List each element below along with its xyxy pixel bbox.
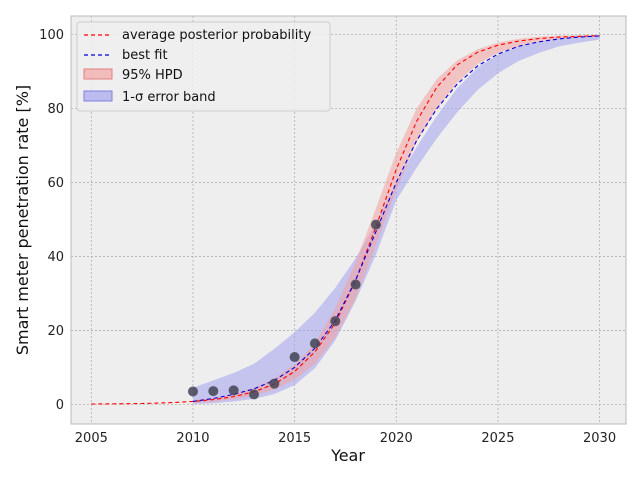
x-tick-label: 2015 <box>278 431 311 446</box>
x-tick-label: 2020 <box>380 431 413 446</box>
y-tick-label: 80 <box>47 102 64 117</box>
data-point <box>330 316 341 327</box>
y-tick-label: 0 <box>56 398 64 413</box>
lines <box>91 35 600 405</box>
data-point <box>269 378 280 389</box>
legend-box <box>76 21 331 112</box>
average-posterior-line <box>91 35 600 405</box>
data-point <box>370 219 381 230</box>
y-tick-label: 60 <box>47 176 64 191</box>
legend-label-avg: average posterior probability <box>122 28 311 43</box>
x-tick-label: 2005 <box>75 431 108 446</box>
x-tick-label: 2025 <box>481 431 514 446</box>
data-point <box>228 385 239 396</box>
data-point <box>208 386 219 397</box>
data-points <box>187 219 381 400</box>
data-point <box>309 338 320 349</box>
y-tick-label: 20 <box>47 324 64 339</box>
x-axis-label: Year <box>330 446 365 465</box>
y-tick-label: 40 <box>47 250 64 265</box>
legend-swatch-hpd <box>83 68 113 80</box>
legend-label-best-fit: best fit <box>122 48 168 63</box>
data-point <box>350 279 361 290</box>
ticks: 2005 2010 2015 2020 2025 2030 0 20 40 60 80 100 <box>39 28 616 446</box>
data-point <box>248 389 259 400</box>
data-point <box>289 352 300 363</box>
legend-label-hpd: 95% HPD <box>122 68 183 83</box>
x-tick-label: 2030 <box>583 431 616 446</box>
y-tick-label: 100 <box>39 28 64 43</box>
plot-frame <box>70 15 627 425</box>
x-tick-label: 2010 <box>176 431 209 446</box>
y-axis-label: Smart meter penetration rate [%] <box>13 85 32 355</box>
data-point <box>187 386 198 397</box>
legend: average posterior probability best fit 9… <box>76 21 331 112</box>
legend-label-sigma: 1-σ error band <box>122 90 216 105</box>
legend-swatch-sigma <box>83 90 113 102</box>
